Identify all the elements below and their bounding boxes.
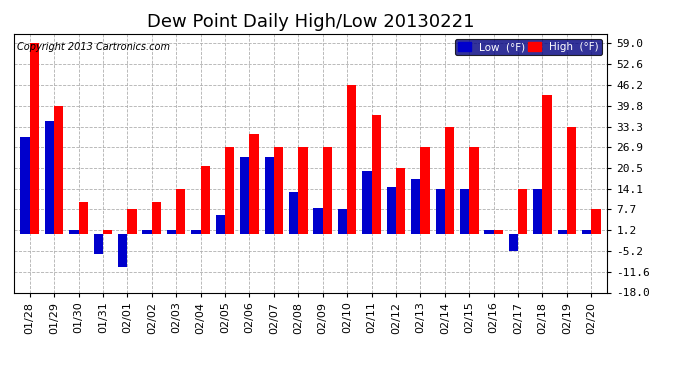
Bar [435,189,445,234]
Bar [411,179,420,234]
Bar [30,44,39,234]
Bar [386,188,396,234]
Bar [347,85,357,234]
Legend: Low  (°F), High  (°F): Low (°F), High (°F) [455,39,602,56]
Bar [484,230,493,234]
Bar [469,147,478,234]
Bar [45,121,54,234]
Bar [118,234,128,267]
Bar [396,168,405,234]
Bar [167,230,176,234]
Bar [509,234,518,251]
Bar [533,189,542,234]
Bar [94,234,103,254]
Bar [460,189,469,234]
Bar [250,134,259,234]
Bar [103,230,112,234]
Bar [240,157,250,234]
Bar [493,230,503,234]
Bar [143,230,152,234]
Bar [289,192,298,234]
Bar [216,215,225,234]
Title: Dew Point Daily High/Low 20130221: Dew Point Daily High/Low 20130221 [147,13,474,31]
Bar [128,209,137,234]
Bar [225,147,235,234]
Bar [542,95,552,234]
Bar [21,137,30,234]
Bar [69,230,79,234]
Bar [176,189,186,234]
Bar [274,147,283,234]
Bar [420,147,430,234]
Bar [371,115,381,234]
Bar [338,209,347,234]
Bar [445,127,454,234]
Bar [558,230,567,234]
Bar [191,230,201,234]
Bar [582,230,591,234]
Bar [313,209,323,234]
Bar [567,127,576,234]
Bar [298,147,308,234]
Bar [201,166,210,234]
Bar [362,171,371,234]
Bar [54,105,63,234]
Bar [79,202,88,234]
Bar [518,189,527,234]
Bar [591,209,600,234]
Bar [264,157,274,234]
Bar [323,147,332,234]
Text: Copyright 2013 Cartronics.com: Copyright 2013 Cartronics.com [17,42,170,51]
Bar [152,202,161,234]
